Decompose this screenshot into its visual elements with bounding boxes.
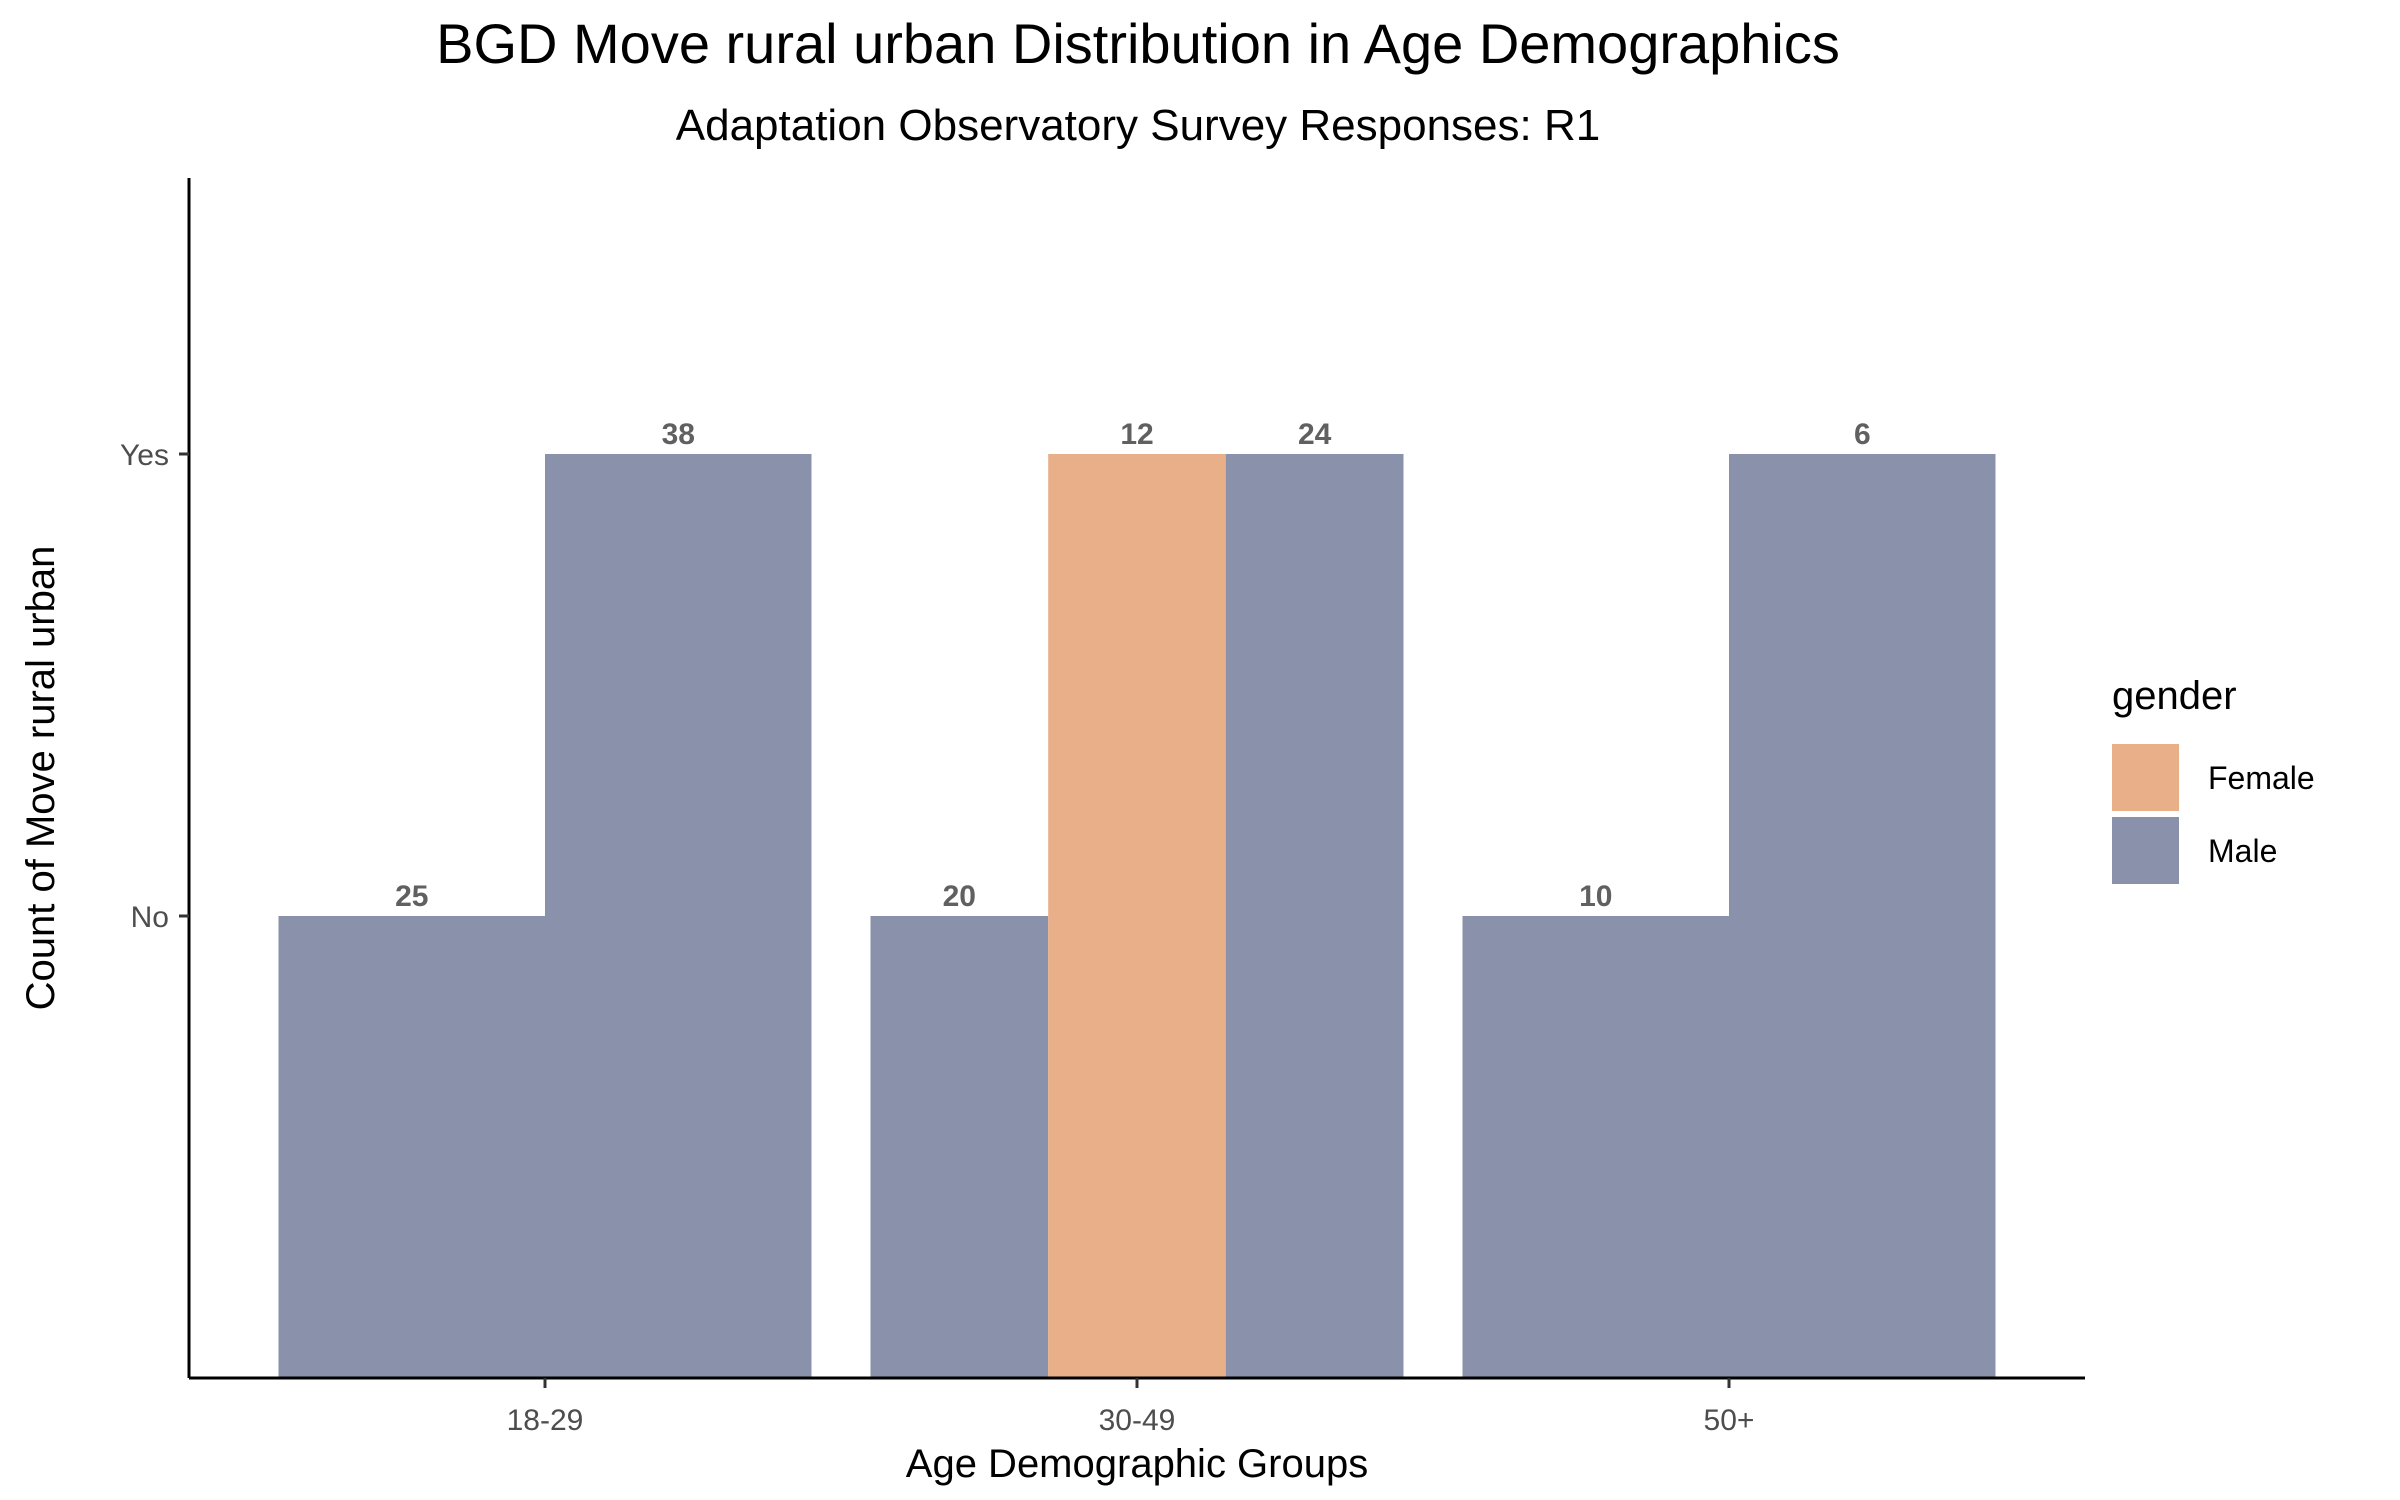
bar-30-49-female-yes xyxy=(1048,454,1226,1378)
bar-50+-male-yes xyxy=(1729,454,1996,1378)
x-tick-label: 50+ xyxy=(1704,1404,1755,1437)
legend-label: Male xyxy=(2208,833,2277,869)
x-tick-label: 18-29 xyxy=(507,1404,584,1437)
bars-layer xyxy=(278,454,1996,1378)
data-label: 12 xyxy=(1120,418,1153,451)
bar-50+-male-no xyxy=(1462,916,1729,1378)
data-label: 24 xyxy=(1298,418,1332,451)
data-label: 25 xyxy=(395,880,428,913)
chart-subtitle: Adaptation Observatory Survey Responses:… xyxy=(676,101,1600,150)
data-label: 6 xyxy=(1854,418,1871,451)
x-axis-ticks: 18-29 30-49 50+ xyxy=(507,1378,1755,1437)
y-axis-title: Count of Move rural urban xyxy=(19,546,63,1011)
bar-18-29-male-no xyxy=(278,916,545,1378)
y-axis-ticks: No Yes xyxy=(120,439,189,934)
x-tick-label: 30-49 xyxy=(1099,1404,1176,1437)
legend-key-male xyxy=(2112,817,2179,884)
y-tick-label: Yes xyxy=(120,439,169,472)
bar-30-49-male-no xyxy=(870,916,1049,1378)
bar-30-49-male-yes xyxy=(1225,454,1404,1378)
data-label: 38 xyxy=(662,418,695,451)
data-labels-layer: 25 38 20 12 24 10 6 xyxy=(395,418,1871,913)
data-label: 20 xyxy=(943,880,976,913)
data-label: 10 xyxy=(1579,880,1612,913)
y-tick-label: No xyxy=(131,901,169,934)
legend: Female Male xyxy=(2112,744,2315,884)
chart-title: BGD Move rural urban Distribution in Age… xyxy=(436,12,1840,75)
legend-label: Female xyxy=(2208,760,2315,796)
legend-key-female xyxy=(2112,744,2179,811)
bar-18-29-male-yes xyxy=(545,454,812,1378)
legend-title: gender xyxy=(2112,674,2237,718)
x-axis-title: Age Demographic Groups xyxy=(906,1442,1368,1486)
